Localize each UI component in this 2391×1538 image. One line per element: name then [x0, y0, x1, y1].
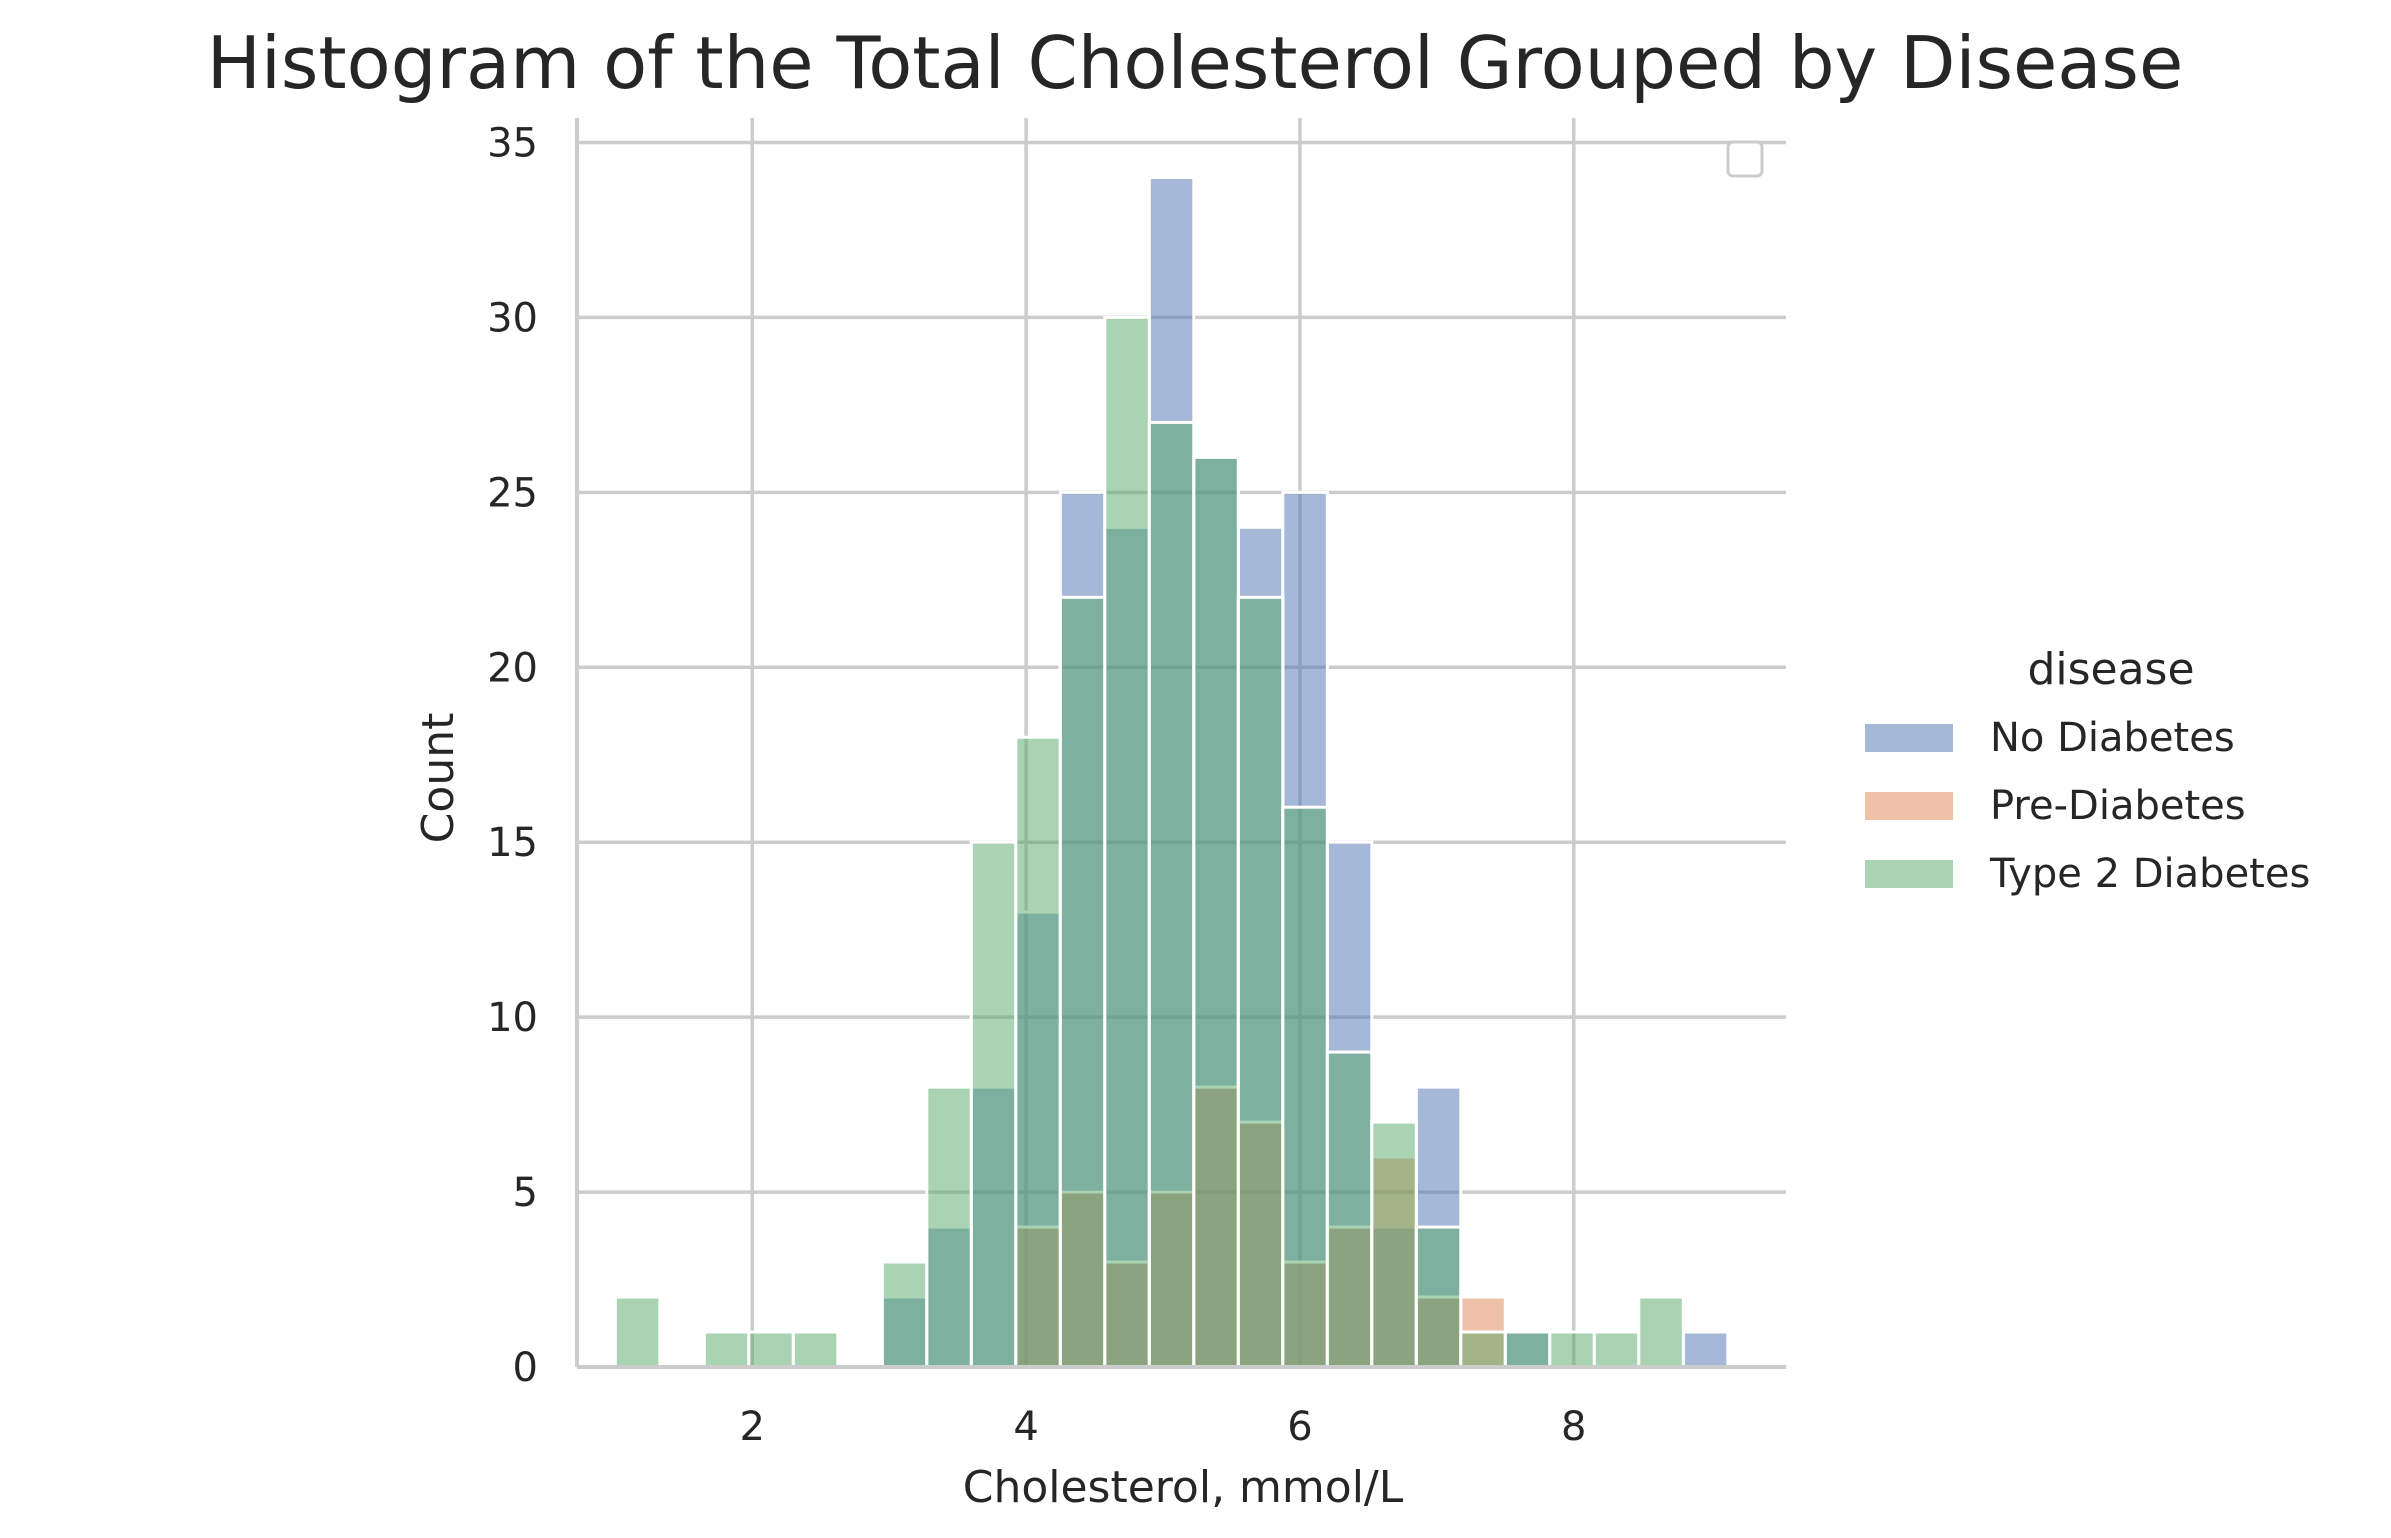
- histogram-bar: [1637, 1295, 1685, 1369]
- y-tick-label: 0: [513, 1345, 538, 1391]
- x-axis-label: Cholesterol, mmol/L: [963, 1462, 1404, 1513]
- y-tick-label: 30: [487, 295, 538, 341]
- histogram-bar: [1592, 1330, 1641, 1369]
- y-tick-label: 15: [487, 820, 538, 866]
- y-axis-label: Count: [413, 713, 464, 844]
- histogram-bar: [1503, 1330, 1552, 1369]
- histogram-bar: [1014, 735, 1062, 1369]
- chart-title: Histogram of the Total Cholesterol Group…: [207, 21, 2183, 105]
- x-tick-label: 8: [1561, 1404, 1586, 1450]
- legend-swatch: [1865, 860, 1953, 888]
- legend-label: Type 2 Diabetes: [1989, 851, 2310, 897]
- y-tick-label: 20: [487, 645, 538, 691]
- histogram-bar: [1281, 805, 1329, 1369]
- histogram-bar: [1414, 1225, 1463, 1369]
- x-tick-label: 4: [1013, 1404, 1038, 1450]
- histogram-bar: [1192, 455, 1240, 1369]
- histogram-bar: [1459, 1330, 1507, 1369]
- empty-legend-box: [1726, 140, 1764, 178]
- histogram-bar: [1147, 420, 1196, 1369]
- legend: disease No Diabetes Pre-Diabetes Type 2 Di…: [1865, 644, 2310, 897]
- histogram-bar: [613, 1295, 662, 1369]
- histogram-bar: [1681, 1330, 1730, 1369]
- legend-label: Pre-Diabetes: [1990, 783, 2246, 829]
- histogram-bar: [791, 1330, 840, 1369]
- histogram-bar: [880, 1260, 929, 1369]
- histogram-bar: [1548, 1330, 1596, 1369]
- histogram-bar: [1370, 1120, 1418, 1369]
- y-tick-label: 5: [513, 1170, 538, 1216]
- histogram-bar: [925, 1085, 973, 1369]
- legend-title: disease: [2027, 644, 2194, 695]
- legend-swatch: [1865, 792, 1953, 820]
- legend-label: No Diabetes: [1990, 715, 2235, 761]
- series-type-2-diabetes: [613, 315, 1685, 1369]
- x-tick-label: 2: [740, 1404, 765, 1450]
- histogram-bar: [1236, 595, 1285, 1369]
- x-tick-label: 6: [1287, 1404, 1312, 1450]
- legend-swatch: [1865, 724, 1953, 752]
- histogram-bars: [613, 175, 1730, 1369]
- y-tick-label: 10: [487, 995, 538, 1041]
- histogram-bar: [969, 840, 1018, 1369]
- y-tick-label: 35: [487, 120, 538, 166]
- y-tick-label: 25: [487, 470, 538, 516]
- axes: 2 4 6 8 0 5 10 15 20 25 30 35: [487, 118, 1786, 1450]
- histogram-bar: [702, 1330, 751, 1369]
- histogram-bar: [1058, 595, 1107, 1369]
- histogram-bar: [1103, 315, 1151, 1369]
- histogram-bar: [747, 1330, 795, 1369]
- histogram-bar: [1325, 1050, 1374, 1369]
